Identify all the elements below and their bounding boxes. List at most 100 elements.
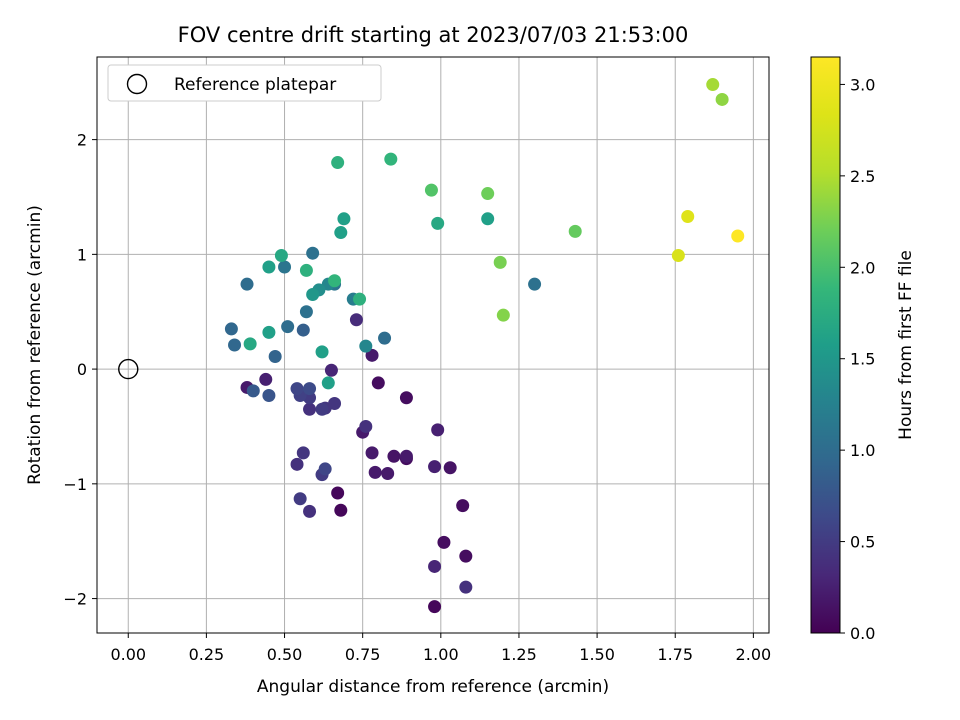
colorbar-ticks: 0.0 0.5 1.0 1.5 2.0 2.5 3.0 [840, 75, 875, 643]
data-point [493, 255, 507, 269]
data-point [368, 465, 382, 479]
colorbar-tick-label: 3.0 [850, 75, 875, 94]
x-tick-label: 0.00 [110, 645, 146, 664]
x-tick-label: 1.00 [423, 645, 459, 664]
legend-label-reference: Reference platepar [174, 75, 336, 95]
data-point [303, 382, 317, 396]
data-point [306, 288, 320, 302]
data-point [359, 419, 373, 433]
data-point [331, 486, 345, 500]
data-point [399, 391, 413, 405]
data-point [328, 274, 342, 288]
chart-title: FOV centre drift starting at 2023/07/03 … [178, 23, 689, 47]
data-point [456, 499, 470, 513]
x-tick-label: 2.00 [736, 645, 772, 664]
data-point [496, 308, 510, 322]
reference-marker-group [118, 358, 139, 380]
data-point [262, 325, 276, 339]
y-tick-label: 1 [77, 245, 87, 264]
data-points [224, 78, 745, 614]
data-point [428, 460, 442, 474]
reference-marker [118, 358, 139, 380]
colorbar-tick-label: 1.5 [850, 350, 875, 369]
y-axis-ticks: −2 −1 0 1 2 [63, 131, 97, 609]
data-point [715, 92, 729, 106]
data-point [353, 292, 367, 306]
data-point [303, 402, 317, 416]
colorbar-tick-label: 1.0 [850, 441, 875, 460]
legend: Reference platepar [107, 64, 382, 102]
data-point [324, 363, 338, 377]
data-point [268, 349, 282, 363]
data-point [387, 449, 401, 463]
colorbar-tick-label: 2.0 [850, 258, 875, 277]
data-point [731, 229, 745, 243]
data-point [296, 323, 310, 337]
legend-box [107, 64, 382, 102]
colorbar-gradient [810, 56, 841, 634]
x-tick-label: 1.25 [501, 645, 537, 664]
x-axis-ticks: 0.00 0.25 0.50 0.75 1.00 1.25 1.50 1.75 2.00 [110, 633, 771, 664]
data-point [299, 263, 313, 277]
data-point [359, 339, 373, 353]
data-point [228, 338, 242, 352]
data-point [331, 156, 345, 170]
data-point [378, 331, 392, 345]
x-tick-label: 1.75 [657, 645, 693, 664]
data-point [290, 382, 304, 396]
data-point [262, 388, 276, 402]
data-point [296, 446, 310, 460]
data-point [259, 372, 273, 386]
colorbar-tick-label: 2.5 [850, 167, 875, 186]
colorbar-label: Hours from first FF file [896, 250, 916, 440]
data-point [481, 187, 495, 201]
colorbar-tick-label: 0.0 [850, 624, 875, 643]
data-point [278, 260, 292, 274]
data-point [428, 559, 442, 573]
data-point [315, 345, 329, 359]
data-point [568, 224, 582, 238]
data-point [681, 209, 695, 223]
data-point [365, 446, 379, 460]
data-point [246, 384, 260, 398]
data-point [399, 449, 413, 463]
data-point [481, 212, 495, 226]
data-point [334, 226, 348, 240]
data-point [303, 504, 317, 518]
y-tick-label: −2 [63, 590, 87, 609]
data-point [337, 212, 351, 226]
data-point [437, 535, 451, 549]
grid [97, 57, 769, 633]
data-point [274, 249, 288, 263]
data-point [528, 277, 542, 291]
data-point [381, 467, 395, 481]
data-point [243, 337, 257, 351]
data-point [299, 305, 313, 319]
data-point [328, 397, 342, 411]
data-point [315, 402, 329, 416]
data-point [706, 78, 720, 92]
y-axis-label: Rotation from reference (arcmin) [25, 205, 45, 485]
y-tick-label: −1 [63, 475, 87, 494]
y-tick-label: 0 [77, 360, 87, 379]
plot-frame [96, 56, 770, 634]
data-point [334, 503, 348, 517]
data-point [318, 462, 332, 476]
data-point [371, 376, 385, 390]
data-point [290, 457, 304, 471]
data-point [428, 600, 442, 614]
data-point [424, 183, 438, 197]
data-point [262, 260, 276, 274]
legend-marker [126, 73, 148, 95]
x-tick-label: 1.50 [579, 645, 615, 664]
data-point [443, 461, 457, 475]
x-tick-label: 0.50 [267, 645, 303, 664]
data-point [224, 322, 238, 336]
data-point [671, 249, 685, 263]
data-point [293, 492, 307, 506]
x-tick-label: 0.75 [345, 645, 381, 664]
data-point [281, 320, 295, 334]
x-tick-label: 0.25 [189, 645, 225, 664]
x-axis-label: Angular distance from reference (arcmin) [257, 677, 609, 697]
data-point [431, 423, 445, 437]
